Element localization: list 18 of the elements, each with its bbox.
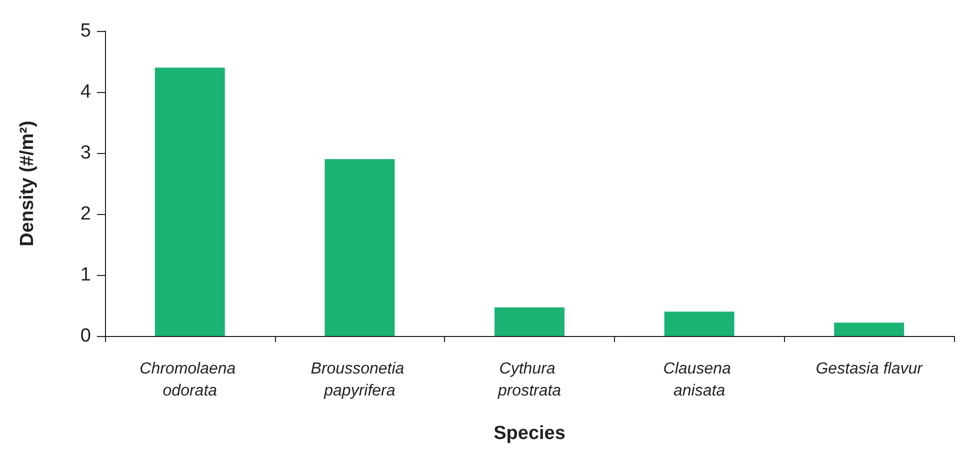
y-tick-label: 2 xyxy=(80,204,91,224)
y-tick-label: 4 xyxy=(80,82,92,102)
bar xyxy=(494,307,564,336)
bar xyxy=(834,322,904,336)
x-tick-label: Gestasia flavur xyxy=(816,360,924,378)
bar xyxy=(324,159,395,336)
y-tick-label: 1 xyxy=(80,264,91,286)
y-tick-label: 3 xyxy=(80,142,91,164)
bar xyxy=(664,312,734,336)
y-tick-label: 0 xyxy=(80,326,91,346)
x-tick-label: Cythura prostrata xyxy=(496,360,562,400)
x-tick-label: Clausena anisata xyxy=(663,360,736,400)
y-tick-label: 5 xyxy=(80,20,91,42)
x-axis-title: Species xyxy=(494,423,566,444)
x-tick-label: Chromolaena odorata xyxy=(140,360,240,400)
y-axis-title: Density (#/m²) xyxy=(17,120,38,246)
bar xyxy=(154,68,225,336)
x-tick-label: Broussonetia papyrifera xyxy=(310,360,409,400)
